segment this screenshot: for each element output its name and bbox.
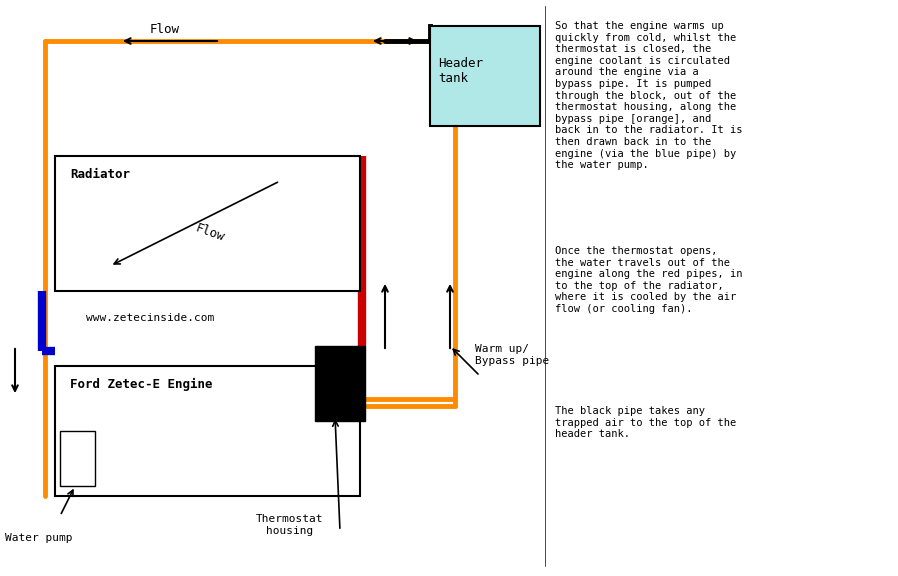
Text: Ford Zetec-E Engine: Ford Zetec-E Engine (70, 378, 213, 391)
Bar (55, 366, 360, 496)
Text: Flow: Flow (150, 23, 180, 36)
Text: Thermostat
housing: Thermostat housing (256, 514, 324, 536)
Text: Warm up/
Bypass pipe: Warm up/ Bypass pipe (475, 344, 550, 366)
Text: www.zetecinside.com: www.zetecinside.com (86, 313, 214, 323)
Bar (60, 431, 95, 486)
Text: The black pipe takes any
trapped air to the top of the
header tank.: The black pipe takes any trapped air to … (555, 406, 736, 439)
Bar (430, 26, 540, 126)
Bar (315, 346, 365, 421)
Text: So that the engine warms up
quickly from cold, whilst the
thermostat is closed, : So that the engine warms up quickly from… (555, 21, 743, 170)
Text: Flow: Flow (194, 222, 226, 244)
Text: Water pump: Water pump (5, 533, 73, 543)
Text: Once the thermostat opens,
the water travels out of the
engine along the red pip: Once the thermostat opens, the water tra… (555, 246, 743, 314)
Bar (55, 156, 360, 291)
Text: Radiator: Radiator (70, 168, 130, 181)
Text: Header
tank: Header tank (438, 57, 483, 85)
